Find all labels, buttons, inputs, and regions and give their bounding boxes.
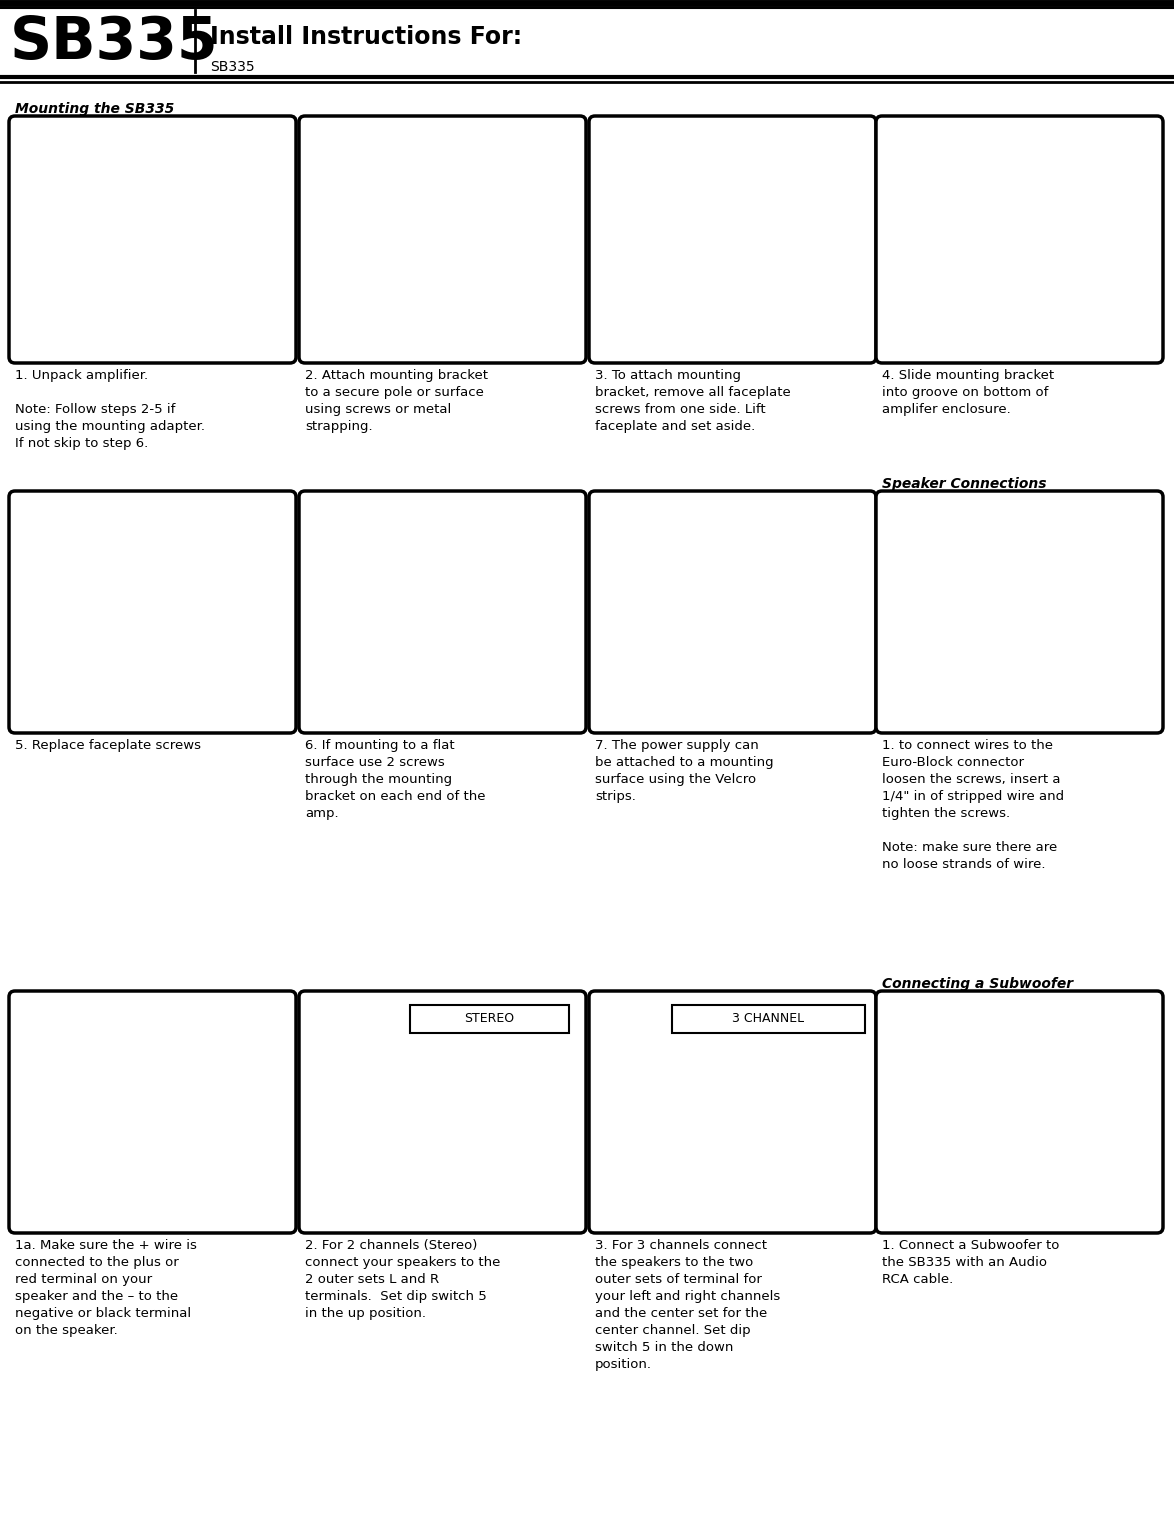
- FancyBboxPatch shape: [299, 115, 586, 363]
- FancyBboxPatch shape: [9, 115, 296, 363]
- FancyBboxPatch shape: [299, 490, 586, 733]
- FancyBboxPatch shape: [9, 991, 296, 1233]
- Text: 1a. Make sure the + wire is
connected to the plus or
red terminal on your
speake: 1a. Make sure the + wire is connected to…: [15, 1239, 197, 1337]
- Text: 6. If mounting to a flat
surface use 2 screws
through the mounting
bracket on ea: 6. If mounting to a flat surface use 2 s…: [305, 739, 486, 821]
- Text: 3. For 3 channels connect
the speakers to the two
outer sets of terminal for
you: 3. For 3 channels connect the speakers t…: [595, 1239, 781, 1371]
- FancyBboxPatch shape: [589, 115, 876, 363]
- FancyBboxPatch shape: [876, 115, 1163, 363]
- Text: 5. Replace faceplate screws: 5. Replace faceplate screws: [15, 739, 201, 752]
- FancyBboxPatch shape: [299, 991, 586, 1233]
- Text: 2. For 2 channels (Stereo)
connect your speakers to the
2 outer sets L and R
ter: 2. For 2 channels (Stereo) connect your …: [305, 1239, 500, 1320]
- Text: 7. The power supply can
be attached to a mounting
surface using the Velcro
strip: 7. The power supply can be attached to a…: [595, 739, 774, 802]
- Bar: [410, 1005, 569, 1033]
- FancyBboxPatch shape: [876, 490, 1163, 733]
- Text: SB335: SB335: [210, 60, 255, 74]
- Text: SB335: SB335: [11, 14, 218, 71]
- FancyBboxPatch shape: [9, 490, 296, 733]
- Bar: [672, 1005, 864, 1033]
- Text: Mounting the SB335: Mounting the SB335: [15, 101, 174, 115]
- Text: Install Instructions For:: Install Instructions For:: [210, 25, 522, 49]
- Text: 3. To attach mounting
bracket, remove all faceplate
screws from one side. Lift
f: 3. To attach mounting bracket, remove al…: [595, 369, 791, 433]
- FancyBboxPatch shape: [876, 991, 1163, 1233]
- Text: 1. to connect wires to the
Euro-Block connector
loosen the screws, insert a
1/4": 1. to connect wires to the Euro-Block co…: [882, 739, 1064, 871]
- Text: 1. Unpack amplifier.

Note: Follow steps 2-5 if
using the mounting adapter.
If n: 1. Unpack amplifier. Note: Follow steps …: [15, 369, 205, 450]
- FancyBboxPatch shape: [589, 991, 876, 1233]
- Text: STEREO: STEREO: [464, 1013, 514, 1025]
- Text: Connecting a Subwoofer: Connecting a Subwoofer: [882, 978, 1073, 991]
- Text: 1. Connect a Subwoofer to
the SB335 with an Audio
RCA cable.: 1. Connect a Subwoofer to the SB335 with…: [882, 1239, 1059, 1286]
- Text: 3 CHANNEL: 3 CHANNEL: [733, 1013, 804, 1025]
- Text: 4. Slide mounting bracket
into groove on bottom of
amplifer enclosure.: 4. Slide mounting bracket into groove on…: [882, 369, 1054, 417]
- Text: 2. Attach mounting bracket
to a secure pole or surface
using screws or metal
str: 2. Attach mounting bracket to a secure p…: [305, 369, 488, 433]
- Text: Speaker Connections: Speaker Connections: [882, 476, 1046, 490]
- FancyBboxPatch shape: [589, 490, 876, 733]
